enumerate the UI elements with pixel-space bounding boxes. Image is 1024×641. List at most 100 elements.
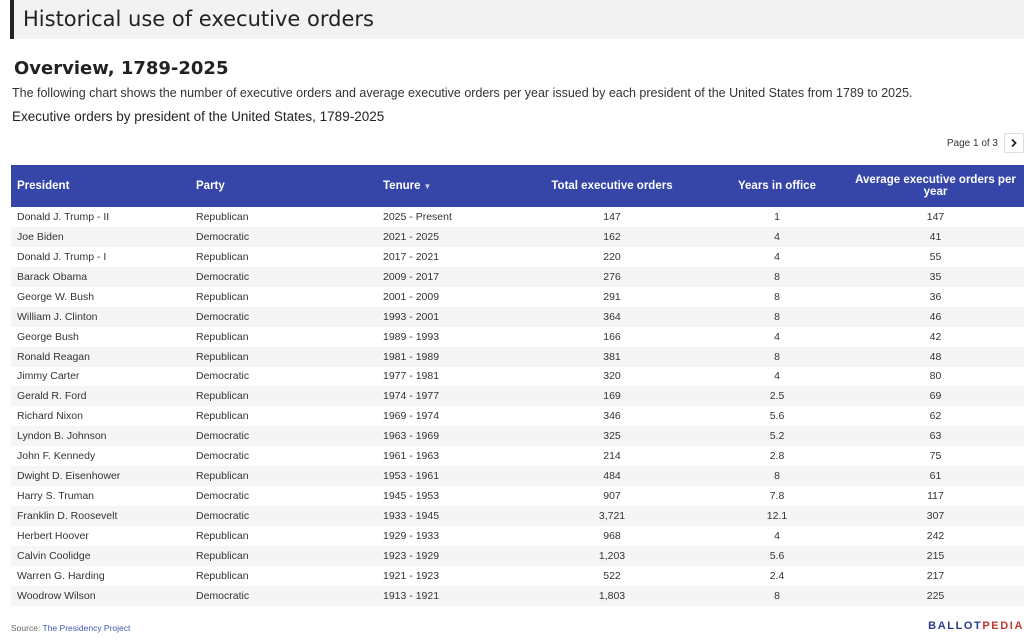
cell-party: Democratic	[190, 585, 377, 606]
sort-descending-icon: ▼	[423, 182, 432, 191]
cell-party: Republican	[190, 346, 377, 367]
table-row: Herbert Hoover Republican 1929 - 1933 968 4 2…	[11, 526, 1024, 546]
cell-tenure: 2001 - 2009	[377, 286, 517, 307]
column-header-tenure[interactable]: Tenure ▼	[377, 165, 517, 207]
cell-average: 41	[847, 226, 1024, 247]
cell-total-orders: 522	[517, 565, 707, 586]
cell-average: 307	[847, 506, 1024, 526]
cell-tenure: 1963 - 1969	[377, 426, 517, 447]
cell-total-orders: 214	[517, 446, 707, 467]
cell-total-orders: 907	[517, 486, 707, 507]
table-header-row: President Party Tenure ▼ Total executive …	[11, 165, 1024, 207]
cell-years: 8	[707, 306, 847, 327]
column-header-average[interactable]: Average executive orders per year	[847, 165, 1024, 207]
page-title: Historical use of executive orders	[23, 7, 374, 31]
cell-party: Republican	[190, 386, 377, 407]
cell-president: Calvin Coolidge	[11, 545, 190, 566]
column-header-years[interactable]: Years in office	[707, 165, 847, 207]
overview-intro: The following chart shows the number of …	[12, 86, 913, 100]
executive-orders-table-wrap: President Party Tenure ▼ Total executive …	[11, 165, 1024, 606]
cell-president: Jimmy Carter	[11, 366, 190, 387]
cell-years: 2.4	[707, 565, 847, 586]
cell-party: Democratic	[190, 366, 377, 387]
cell-tenure: 1953 - 1961	[377, 466, 517, 487]
cell-average: 42	[847, 326, 1024, 347]
cell-years: 4	[707, 526, 847, 546]
cell-years: 4	[707, 366, 847, 387]
cell-party: Democratic	[190, 226, 377, 247]
cell-average: 69	[847, 386, 1024, 407]
cell-president: Franklin D. Roosevelt	[11, 506, 190, 526]
cell-years: 8	[707, 466, 847, 487]
cell-president: Lyndon B. Johnson	[11, 426, 190, 447]
cell-party: Republican	[190, 565, 377, 586]
cell-tenure: 1981 - 1989	[377, 346, 517, 367]
cell-tenure: 2017 - 2021	[377, 246, 517, 267]
cell-average: 117	[847, 486, 1024, 507]
table-row: Donald J. Trump - I Republican 2017 - 2021…	[11, 246, 1024, 267]
column-header-total-orders[interactable]: Total executive orders	[517, 165, 707, 207]
table-row: William J. Clinton Democratic 1993 - 2001 3…	[11, 306, 1024, 327]
table-row: George W. Bush Republican 2001 - 2009 291 8 3…	[11, 286, 1024, 307]
table-row: Donald J. Trump - II Republican 2025 - Pre…	[11, 207, 1024, 227]
cell-average: 61	[847, 466, 1024, 487]
cell-total-orders: 147	[517, 207, 707, 227]
cell-party: Democratic	[190, 306, 377, 327]
page-indicator: Page 1 of 3	[946, 137, 998, 149]
table-body: Donald J. Trump - II Republican 2025 - Pre…	[11, 207, 1024, 606]
cell-total-orders: 320	[517, 366, 707, 387]
logo-text-ballot: BALLOT	[928, 620, 983, 632]
cell-tenure: 1945 - 1953	[377, 486, 517, 507]
cell-years: 5.2	[707, 426, 847, 447]
cell-total-orders: 1,203	[517, 545, 707, 566]
column-header-party[interactable]: Party	[190, 165, 377, 207]
cell-president: Joe Biden	[11, 226, 190, 247]
cell-average: 48	[847, 346, 1024, 367]
table-row: Dwight D. Eisenhower Republican 1953 - 196…	[11, 466, 1024, 487]
next-page-button[interactable]	[1004, 133, 1024, 153]
cell-years: 7.8	[707, 486, 847, 507]
cell-average: 217	[847, 565, 1024, 586]
cell-years: 1	[707, 207, 847, 227]
cell-years: 8	[707, 585, 847, 606]
cell-president: William J. Clinton	[11, 306, 190, 327]
source-link[interactable]: The Presidency Project	[42, 623, 131, 633]
cell-average: 62	[847, 406, 1024, 427]
cell-average: 80	[847, 366, 1024, 387]
cell-party: Republican	[190, 207, 377, 227]
cell-years: 8	[707, 346, 847, 367]
table-row: Woodrow Wilson Democratic 1913 - 1921 1,803…	[11, 585, 1024, 606]
cell-average: 242	[847, 526, 1024, 546]
cell-tenure: 1933 - 1945	[377, 506, 517, 526]
table-row: Jimmy Carter Democratic 1977 - 1981 320 4 80	[11, 366, 1024, 387]
cell-tenure: 1929 - 1933	[377, 526, 517, 546]
cell-total-orders: 162	[517, 226, 707, 247]
cell-total-orders: 291	[517, 286, 707, 307]
cell-total-orders: 968	[517, 526, 707, 546]
cell-president: George W. Bush	[11, 286, 190, 307]
cell-party: Democratic	[190, 266, 377, 287]
cell-average: 63	[847, 426, 1024, 447]
cell-president: Richard Nixon	[11, 406, 190, 427]
cell-years: 2.8	[707, 446, 847, 467]
table-row: Barack Obama Democratic 2009 - 2017 276 8 35	[11, 266, 1024, 287]
table-row: Harry S. Truman Democratic 1945 - 1953 907 7…	[11, 486, 1024, 507]
cell-president: Dwight D. Eisenhower	[11, 466, 190, 487]
cell-total-orders: 276	[517, 266, 707, 287]
column-header-tenure-label: Tenure	[383, 180, 421, 192]
table-row: Franklin D. Roosevelt Democratic 1933 - 19…	[11, 506, 1024, 526]
cell-party: Republican	[190, 246, 377, 267]
cell-president: George Bush	[11, 326, 190, 347]
cell-president: Herbert Hoover	[11, 526, 190, 546]
cell-total-orders: 325	[517, 426, 707, 447]
cell-tenure: 1921 - 1923	[377, 565, 517, 586]
cell-total-orders: 364	[517, 306, 707, 327]
column-header-president[interactable]: President	[11, 165, 190, 207]
cell-total-orders: 166	[517, 326, 707, 347]
cell-average: 225	[847, 585, 1024, 606]
cell-years: 12.1	[707, 506, 847, 526]
ballotpedia-logo[interactable]: BALLOTPEDIA	[928, 620, 1024, 632]
cell-years: 8	[707, 266, 847, 287]
cell-total-orders: 169	[517, 386, 707, 407]
cell-years: 8	[707, 286, 847, 307]
